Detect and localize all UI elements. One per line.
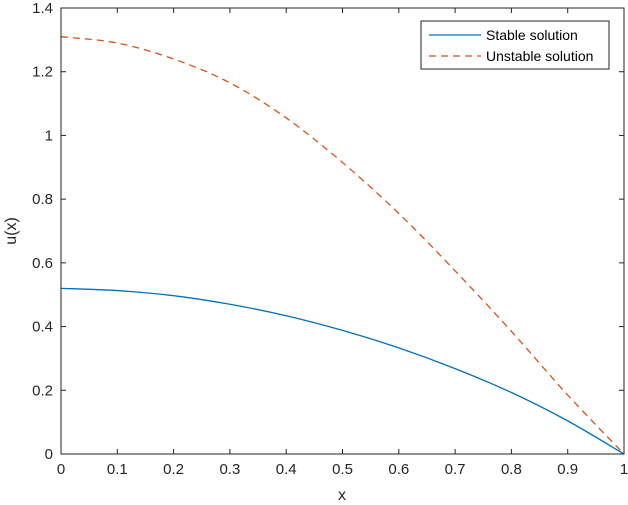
y-tick-label: 0.6 bbox=[32, 255, 53, 272]
plot-frame bbox=[60, 7, 625, 455]
y-axis-label: u(x) bbox=[3, 217, 20, 245]
legend-box bbox=[420, 20, 610, 70]
y-tick-label: 0.2 bbox=[32, 382, 53, 399]
y-tick-label: 1.4 bbox=[32, 0, 53, 17]
x-tick-label: 1 bbox=[620, 461, 628, 478]
series-line-stable bbox=[60, 287, 625, 455]
series-layer bbox=[60, 36, 625, 455]
x-tick-label: 0.8 bbox=[501, 461, 522, 478]
x-axis-label: x bbox=[338, 487, 346, 504]
plot-area bbox=[61, 8, 624, 454]
x-tick-label: 0 bbox=[57, 461, 65, 478]
legend: Stable solution Unstable solution bbox=[420, 20, 610, 70]
x-tick-label: 0.5 bbox=[332, 461, 353, 478]
x-tick-label: 0.1 bbox=[107, 461, 128, 478]
x-tick-label: 0.2 bbox=[163, 461, 184, 478]
ticks-layer: 0 0.1 0.2 0.3 0.4 0.5 0.6 0.7 0.8 0.9 1 0 0.2 0.4 0.6 0… bbox=[32, 0, 628, 478]
x-tick-label: 0.9 bbox=[557, 461, 578, 478]
y-tick-label: 0.4 bbox=[32, 319, 53, 336]
series-line-unstable bbox=[60, 36, 625, 455]
x-tick-label: 0.6 bbox=[388, 461, 409, 478]
y-tick-label: 0.8 bbox=[32, 191, 53, 208]
y-tick-label: 1.2 bbox=[32, 64, 53, 81]
x-tick-label: 0.4 bbox=[276, 461, 297, 478]
x-tick-label: 0.3 bbox=[219, 461, 240, 478]
legend-label-unstable: Unstable solution bbox=[486, 48, 593, 64]
x-tick-label: 0.7 bbox=[445, 461, 466, 478]
legend-label-stable: Stable solution bbox=[486, 27, 578, 43]
y-tick-label: 0 bbox=[45, 446, 53, 463]
y-tick-label: 1 bbox=[45, 127, 53, 144]
